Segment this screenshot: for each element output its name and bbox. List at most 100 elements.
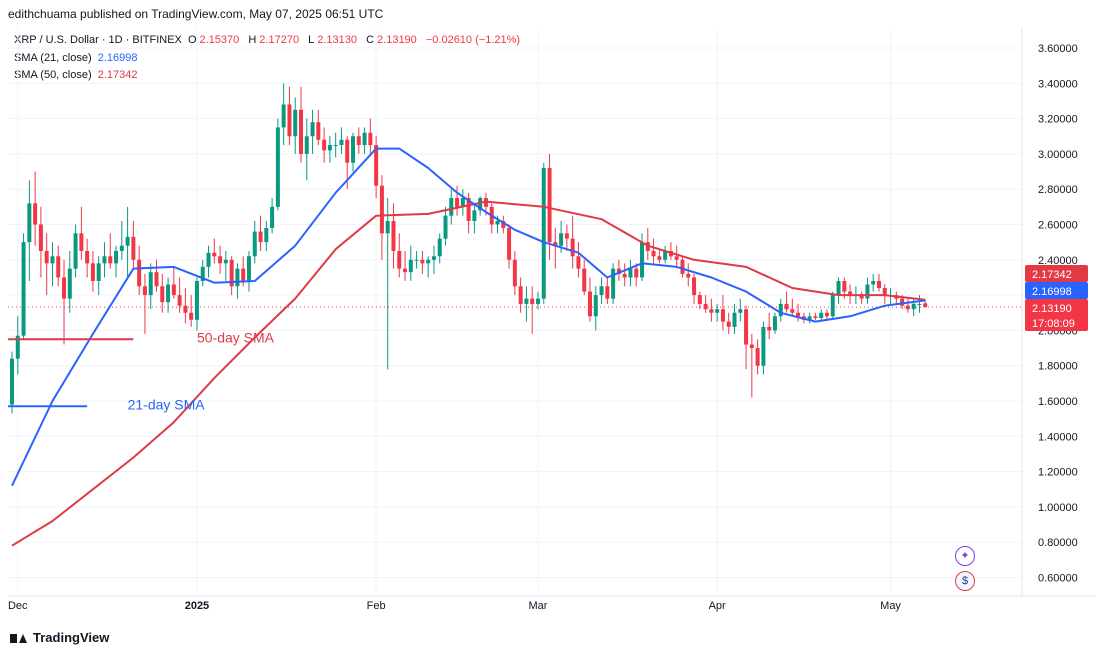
candle <box>738 298 743 322</box>
candle-body <box>252 231 257 257</box>
candle-body <box>582 268 587 292</box>
candle <box>333 132 338 158</box>
us-flag-icon[interactable]: $ <box>955 571 975 591</box>
candle-body <box>518 286 523 304</box>
candle <box>605 277 610 304</box>
candle-body <box>443 215 448 239</box>
candle <box>299 86 303 163</box>
candle <box>362 127 367 154</box>
candle-body <box>709 309 714 313</box>
y-tick-label: 2.60000 <box>1038 220 1078 232</box>
candle <box>674 245 679 267</box>
publisher-line: edithchuama published on TradingView.com… <box>8 7 384 21</box>
candle-body <box>588 291 592 317</box>
candle-body <box>223 259 228 264</box>
candle <box>686 263 691 287</box>
candle <box>96 256 101 296</box>
candle-body <box>431 256 436 260</box>
candle <box>709 298 714 322</box>
candle <box>824 309 829 320</box>
candle-body <box>437 238 442 257</box>
candle-body <box>807 316 812 320</box>
candle-body <box>56 256 61 278</box>
sparkle-icon[interactable]: ✦ <box>955 546 975 566</box>
candle <box>403 250 408 281</box>
candle <box>778 298 783 322</box>
candle-body <box>50 256 55 264</box>
candle <box>570 215 575 269</box>
candle <box>327 136 332 163</box>
candle <box>657 249 662 264</box>
candle <box>455 185 460 216</box>
candle-body <box>616 268 621 274</box>
candle-body <box>345 139 350 163</box>
candle-body <box>512 259 517 287</box>
candle-body <box>154 272 159 287</box>
candle <box>218 245 223 274</box>
candle <box>229 256 234 296</box>
candle-body <box>761 326 766 366</box>
y-tick-label: 1.80000 <box>1038 361 1078 373</box>
candle-body <box>455 198 460 207</box>
candle <box>507 224 512 269</box>
y-tick-label: 3.40000 <box>1038 78 1078 90</box>
candle <box>316 109 321 146</box>
candle <box>877 273 881 292</box>
tradingview-logo[interactable]: TradingView <box>10 630 109 645</box>
candle-body <box>15 335 20 359</box>
candle <box>720 295 725 331</box>
candle-body <box>414 259 419 261</box>
candle-body <box>90 263 95 281</box>
candle-body <box>697 295 702 304</box>
candle-body <box>564 233 569 239</box>
candle <box>356 127 361 154</box>
candle-body <box>449 198 454 216</box>
x-tick-label: May <box>880 600 901 612</box>
candle <box>275 118 280 211</box>
candle <box>772 312 777 334</box>
price-label-text: 2.13190 <box>1032 303 1072 315</box>
candle-body <box>553 242 558 246</box>
candle-body <box>189 312 194 320</box>
legend-symbol[interactable]: XRP / U.S. Dollar · 1D · BITFINEX <box>14 34 182 46</box>
candle <box>859 291 864 304</box>
candle <box>385 198 390 370</box>
candle-body <box>570 238 575 257</box>
candle <box>680 256 685 278</box>
candle <box>142 273 147 334</box>
y-tick-label: 0.60000 <box>1038 573 1078 585</box>
candle <box>616 259 621 281</box>
candle-body <box>703 303 708 310</box>
candle <box>148 263 153 310</box>
candle <box>44 233 49 296</box>
candle <box>593 286 598 331</box>
candle <box>663 245 668 264</box>
price-label-countdown: 17:08:09 <box>1032 318 1075 330</box>
candle-body <box>507 228 512 260</box>
candle <box>917 295 922 313</box>
candle-body <box>62 277 67 299</box>
legend-sma21-row[interactable]: SMA (21, close) 2.16998 <box>14 52 140 64</box>
tradingview-mark-icon <box>10 632 28 644</box>
candle <box>541 162 546 304</box>
candle-body <box>744 309 749 345</box>
candle <box>79 206 84 260</box>
candle <box>270 198 275 234</box>
candle <box>420 250 425 274</box>
x-tick-label: 2025 <box>185 600 209 612</box>
candle-body <box>293 109 298 137</box>
candle-body <box>593 295 598 317</box>
legend-sma50-value: 2.17342 <box>97 69 138 81</box>
candle-body <box>171 284 176 296</box>
candle-body <box>530 298 535 304</box>
candle <box>160 273 165 313</box>
candle-body <box>212 252 217 257</box>
candle <box>426 256 431 278</box>
legend-sma50-row[interactable]: SMA (50, close) 2.17342 <box>14 69 140 81</box>
candle <box>749 333 754 398</box>
candle-body <box>397 250 402 269</box>
candle <box>287 86 292 146</box>
candle <box>368 118 373 154</box>
candle-body <box>622 273 627 278</box>
